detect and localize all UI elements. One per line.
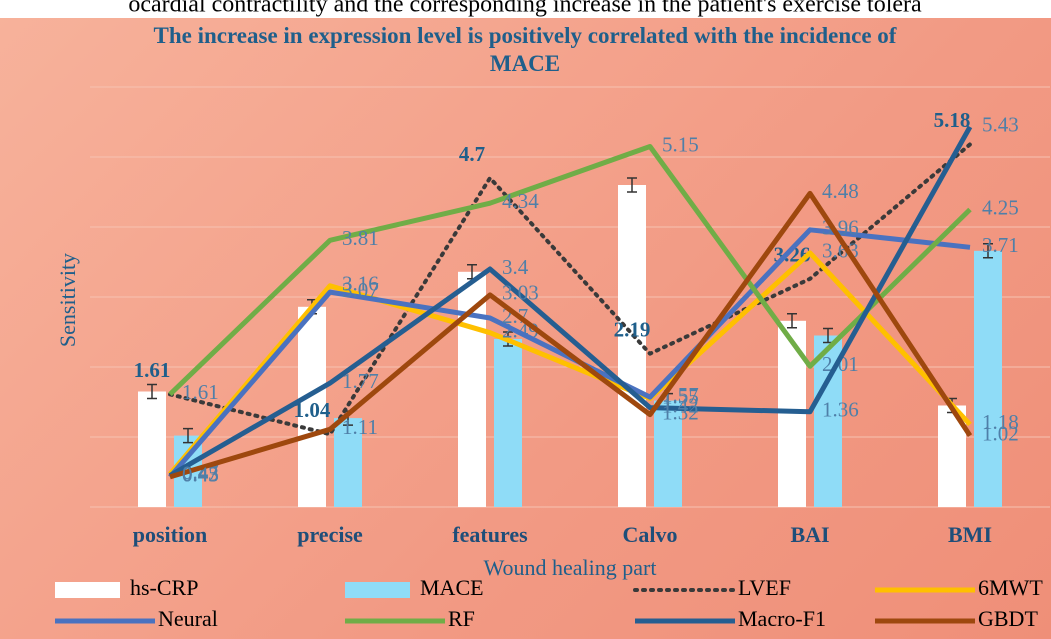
x-axis-label: Wound healing part: [484, 555, 657, 580]
legend-label: RF: [448, 606, 475, 631]
data-label: 1.18: [982, 410, 1019, 434]
legend-label: Macro-F1: [738, 606, 826, 631]
data-label: 1.61: [182, 380, 219, 404]
data-label: 3.71: [982, 233, 1019, 257]
data-label: 4.48: [822, 179, 859, 203]
data-label: 4.25: [982, 195, 1019, 219]
line: [168, 125, 973, 478]
data-label: 5.18: [934, 108, 971, 132]
caption-band: [0, 0, 1051, 18]
x-tick-label: precise: [297, 522, 363, 547]
legend-label: 6MWT: [978, 575, 1043, 600]
bar: [138, 391, 166, 507]
bar: [298, 306, 326, 507]
data-label: 1.42: [662, 393, 699, 417]
legend-swatch: [55, 582, 120, 598]
bar: [334, 418, 362, 507]
bar: [654, 400, 682, 507]
x-tick-label: position: [133, 522, 208, 547]
error-bar: [983, 243, 993, 259]
chart-title: The increase in expression level is posi…: [153, 23, 897, 76]
y-axis-label: Sensitivity: [55, 253, 80, 347]
bar: [974, 250, 1002, 508]
data-label: 1.32: [662, 400, 699, 424]
data-label: 3.16: [342, 272, 379, 296]
title-box: The increase in expression level is posi…: [153, 23, 897, 76]
line: [168, 142, 972, 437]
data-label: 1.11: [342, 415, 378, 439]
data-label: 2.19: [614, 318, 651, 342]
data-label: 3.07: [342, 278, 379, 302]
error-bar: [147, 383, 157, 400]
data-label: 1.61: [134, 358, 171, 382]
data-label: 5.15: [662, 132, 699, 156]
data-label: 5.43: [982, 113, 1019, 137]
data-label: 4.34: [502, 189, 539, 213]
line: [169, 190, 973, 480]
data-label: 4.7: [459, 142, 485, 166]
x-tick-label: BAI: [790, 522, 829, 547]
error-bar: [183, 427, 193, 444]
caption: ocardial contractility and the correspon…: [128, 0, 922, 18]
x-tick-label: Calvo: [623, 522, 678, 547]
data-label: 0.43: [182, 463, 219, 487]
legend-label: Neural: [158, 606, 218, 631]
bar: [494, 339, 522, 507]
data-label: 3.81: [342, 226, 379, 250]
x-tick-label: features: [452, 522, 528, 547]
data-label: 3.4: [502, 255, 529, 279]
bar: [618, 185, 646, 507]
data-label: 1.36: [822, 398, 859, 422]
legend-swatch: [345, 582, 410, 598]
x-tick-label: BMI: [948, 522, 992, 547]
data-label: 1.77: [342, 369, 379, 393]
line: [168, 144, 972, 397]
legend-label: LVEF: [738, 575, 791, 600]
data-label: 3.03: [502, 281, 539, 305]
legend-label: MACE: [420, 575, 484, 600]
data-label: 1.02: [982, 421, 1019, 445]
legend-label: GBDT: [978, 606, 1038, 631]
legend-label: hs-CRP: [130, 575, 198, 600]
line: [168, 250, 972, 476]
error-bar: [627, 177, 637, 193]
error-bar: [787, 313, 797, 329]
